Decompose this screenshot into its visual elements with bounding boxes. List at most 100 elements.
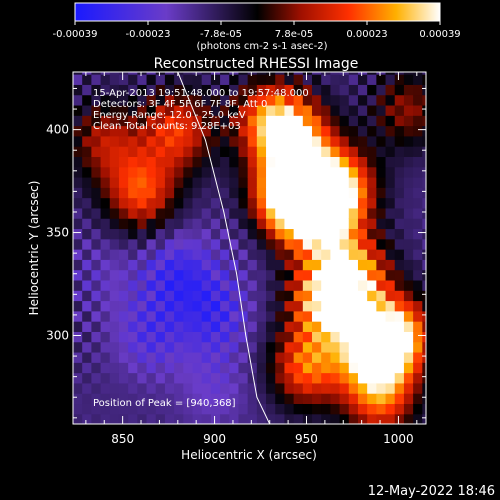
heatmap-cell [82,351,92,363]
heatmap-cell [109,413,120,424]
heatmap-cell [422,372,426,384]
heatmap-cell [413,310,423,322]
heatmap-cell [109,362,120,374]
heatmap-cell [348,362,359,374]
heatmap-cell [183,413,194,424]
heatmap-cell [413,146,423,157]
heatmap-cell [210,166,221,178]
heatmap-cell [192,156,203,168]
heatmap-cell [312,372,322,384]
heatmap-cell [403,187,414,199]
heatmap-cell [275,146,286,157]
heatmap-cell [284,403,295,415]
heatmap-cell [73,72,83,75]
heatmap-cell [164,321,175,332]
heatmap-cell [321,351,331,363]
heatmap-cell [293,94,304,106]
heatmap-cell [155,351,166,363]
heatmap-cell [201,300,212,312]
heatmap-cell [238,403,249,415]
heatmap-cell [192,382,203,394]
heatmap-cell [155,300,166,312]
heatmap-cell [91,269,102,281]
heatmap-cell [422,228,426,240]
heatmap-cell [247,228,258,240]
heatmap-cell [118,290,129,302]
heatmap-cell [275,279,286,291]
heatmap-cell [229,156,240,168]
heatmap-cell [137,259,148,271]
heatmap-cell [100,156,111,168]
heatmap-cell [330,187,341,199]
heatmap-cell [385,393,396,405]
heatmap-cell [403,362,414,374]
heatmap-cell [413,72,423,75]
heatmap-cell [137,269,148,281]
heatmap-cell [91,135,102,147]
heatmap-cell [302,403,313,415]
heatmap-cell [413,290,423,302]
heatmap-cell [128,341,138,353]
heatmap-cell [210,310,221,322]
heatmap-cell [403,259,414,271]
heatmap-cell [385,279,396,291]
heatmap-cell [376,310,387,322]
heatmap-cell [367,249,377,260]
heatmap-cell [394,341,405,353]
heatmap-cell [201,249,212,260]
heatmap-cell [348,238,359,250]
heatmap-cell [174,238,184,250]
heatmap-cell [220,331,230,343]
heatmap-cell [385,115,396,127]
heatmap-cell [357,249,368,260]
heatmap-cell [109,310,120,322]
heatmap-cell [210,218,221,230]
heatmap-cell [413,300,423,312]
heatmap-cell [183,382,194,394]
heatmap-cell [330,382,341,394]
heatmap-cell [118,197,129,209]
heatmap-cell [137,176,148,188]
heatmap-cell [275,156,286,168]
heatmap-cell [330,238,341,250]
heatmap-cell [312,331,322,343]
heatmap-cell [128,156,138,168]
heatmap-cell [109,403,120,415]
heatmap-cell [403,197,414,209]
heatmap-cell [367,351,377,363]
heatmap-cell [339,290,350,302]
heatmap-cell [266,393,276,405]
heatmap-cell [394,125,405,137]
colorbar-tick-label: -0.00039 [53,29,98,40]
heatmap-cell [403,74,414,85]
heatmap-cell [109,218,120,230]
heatmap-cell [330,176,341,188]
heatmap-cell [256,238,267,250]
heatmap-cell [128,187,138,199]
heatmap-cell [302,104,313,116]
heatmap-cell [174,279,184,291]
heatmap-cell [183,74,194,85]
heatmap-cell [247,259,258,271]
heatmap-cell [275,300,286,312]
heatmap-cell [201,403,212,415]
heatmap-cell [413,166,423,178]
heatmap-cell [164,72,175,75]
heatmap-cell [266,94,276,106]
heatmap-cell [183,125,194,137]
heatmap-cell [238,393,249,405]
heatmap-cell [183,341,194,353]
heatmap-cell [394,187,405,199]
heatmap-cell [413,321,423,332]
heatmap-cell [229,94,240,106]
heatmap-cell [367,290,377,302]
heatmap-cell [247,146,258,157]
heatmap-cell [330,197,341,209]
heatmap-cell [385,238,396,250]
heatmap-cell [284,125,295,137]
heatmap-cell [164,207,175,219]
heatmap-cell [229,74,240,85]
heatmap-cell [238,413,249,424]
heatmap-cell [220,218,230,230]
heatmap-cell [174,207,184,219]
